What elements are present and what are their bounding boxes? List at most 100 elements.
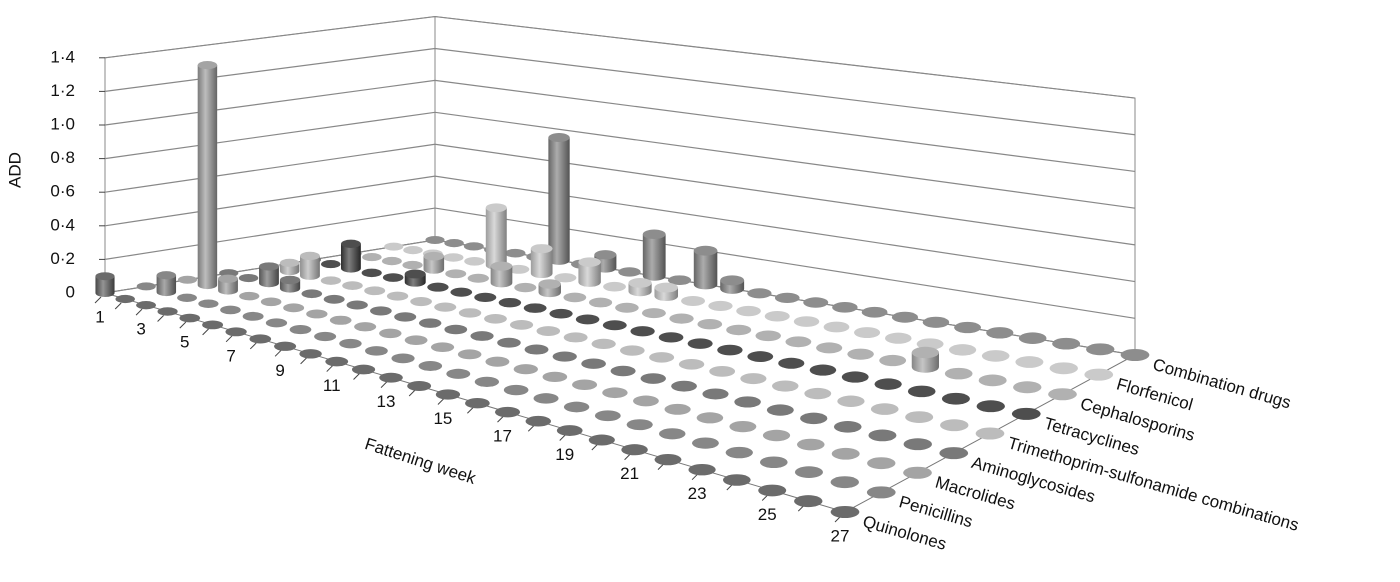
bar-top	[841, 371, 869, 383]
bar	[725, 446, 753, 459]
bar	[548, 133, 570, 265]
bar-body	[300, 255, 320, 280]
bar-top	[513, 364, 538, 375]
bar	[402, 260, 423, 270]
bar	[1049, 362, 1078, 375]
bar	[403, 246, 423, 255]
x-tick-label: 1	[95, 307, 104, 326]
bar	[1013, 381, 1042, 394]
bar-top	[796, 438, 825, 451]
bar	[729, 420, 757, 433]
bar-top	[907, 385, 936, 398]
bar-top	[702, 388, 729, 400]
bar	[696, 412, 724, 424]
bar-top	[382, 273, 404, 282]
bar-top	[816, 342, 843, 354]
bar	[669, 313, 694, 324]
bar-top	[778, 357, 805, 369]
bar	[772, 380, 799, 392]
bar-top	[861, 306, 888, 318]
bar	[692, 437, 719, 449]
bar	[354, 322, 377, 332]
bar	[879, 354, 907, 367]
bar-top	[446, 368, 471, 379]
bar	[874, 378, 902, 390]
bar	[485, 203, 507, 270]
bar-top	[986, 327, 1014, 339]
bar-top	[903, 466, 932, 479]
bar-top	[667, 275, 692, 286]
bar	[423, 251, 445, 274]
x-tick-label: 5	[180, 333, 189, 352]
bar-top	[321, 259, 341, 269]
bar-top	[755, 330, 781, 342]
bar-top	[325, 356, 349, 367]
bar	[474, 292, 497, 302]
bar-top	[470, 331, 494, 341]
bar-top	[671, 380, 697, 392]
bar-top	[301, 289, 323, 299]
bar	[830, 476, 859, 489]
bar	[981, 350, 1010, 362]
bar	[841, 371, 869, 383]
bar	[778, 357, 805, 369]
bar-top	[866, 486, 896, 499]
bar-top	[490, 261, 513, 271]
bar	[774, 292, 800, 304]
bar	[734, 396, 761, 408]
bar-top	[772, 380, 799, 392]
x-tick	[467, 406, 474, 414]
bar	[911, 346, 939, 373]
bar-top	[525, 415, 551, 427]
bar-top	[563, 332, 588, 343]
bar	[179, 313, 201, 323]
bar	[659, 428, 686, 440]
bar-top	[870, 403, 899, 415]
bar	[941, 392, 970, 405]
bar-top	[948, 344, 977, 356]
bar	[907, 385, 936, 398]
bar	[602, 320, 627, 331]
bar	[265, 318, 288, 328]
bar	[766, 404, 794, 416]
bar	[249, 334, 272, 344]
bar-top	[944, 367, 973, 380]
bar	[726, 324, 752, 336]
bar-top	[800, 412, 828, 425]
bar	[391, 353, 415, 364]
bar	[1084, 368, 1114, 381]
bar-top	[621, 444, 648, 456]
bar	[458, 308, 482, 318]
x-tick	[202, 328, 209, 336]
bar-top	[572, 379, 598, 390]
bar-top	[403, 246, 423, 255]
bar	[467, 273, 489, 283]
bar	[463, 242, 484, 251]
bar-top	[720, 275, 745, 286]
bar-top	[404, 269, 426, 279]
bar	[115, 294, 135, 304]
bar-top	[157, 307, 178, 316]
bar-top	[407, 380, 432, 391]
bar-top	[1086, 343, 1115, 356]
bar-top	[423, 251, 445, 261]
bar-top	[678, 358, 705, 370]
bar	[594, 410, 621, 422]
bar-top	[427, 282, 449, 292]
bar	[1086, 343, 1115, 356]
bar-top	[709, 365, 736, 377]
bar	[446, 368, 471, 379]
bar	[384, 242, 404, 251]
bar-top	[370, 306, 392, 316]
x-tick	[274, 349, 282, 357]
bar	[916, 338, 944, 350]
bar	[591, 338, 616, 349]
bar	[513, 364, 538, 375]
bar	[975, 427, 1005, 440]
bar-top	[179, 313, 201, 323]
bar-top	[218, 274, 238, 283]
bar-top	[265, 318, 288, 328]
bar-top	[804, 387, 832, 400]
bar-top	[465, 398, 490, 409]
